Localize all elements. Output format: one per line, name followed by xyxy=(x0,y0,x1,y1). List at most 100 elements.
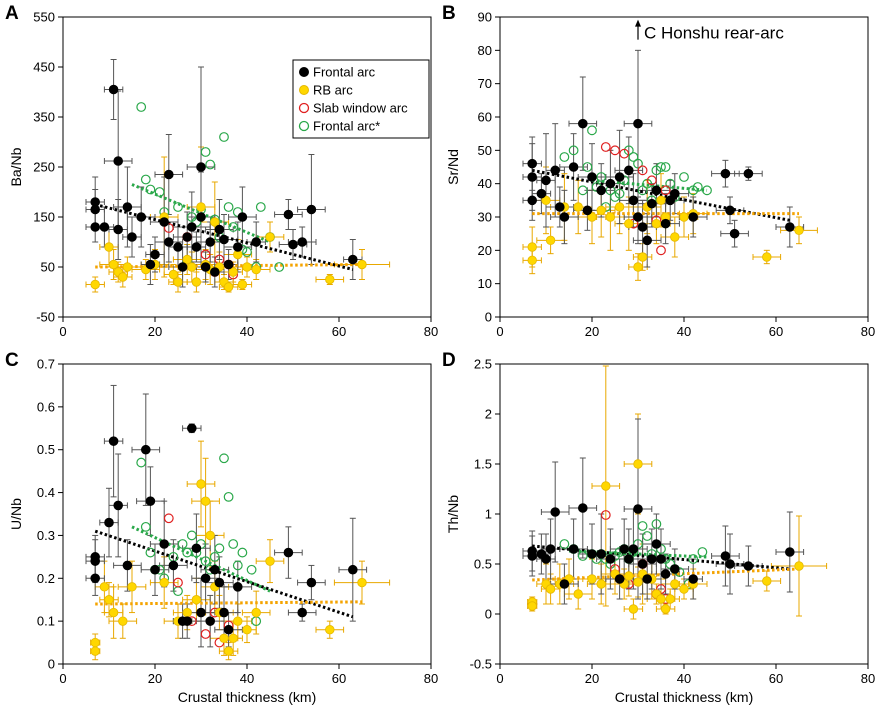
point-rb xyxy=(762,252,772,262)
point-frontal-star xyxy=(173,202,183,212)
point-frontal xyxy=(720,168,731,179)
point-frontal xyxy=(122,202,133,212)
point-rb xyxy=(357,577,367,588)
point-frontal-star xyxy=(228,539,239,549)
point-frontal-star xyxy=(219,132,229,142)
point-frontal xyxy=(223,624,234,635)
legend-marker-frontal-star xyxy=(298,120,310,132)
y-tick-label: -0.5 xyxy=(470,657,492,672)
point-frontal xyxy=(182,616,192,626)
point-frontal xyxy=(614,574,625,584)
trend-line-orange xyxy=(95,263,363,269)
x-tick-label: 60 xyxy=(769,324,783,339)
point-rb xyxy=(251,607,261,618)
x-tick-label: 0 xyxy=(59,324,66,339)
point-rb xyxy=(670,579,680,589)
point-frontal xyxy=(729,228,740,239)
point-frontal xyxy=(596,549,607,559)
point-rb xyxy=(587,212,597,222)
point-rb xyxy=(670,232,680,242)
point-rb xyxy=(545,584,556,594)
point-slab xyxy=(163,223,174,233)
point-rb xyxy=(173,277,183,287)
point-rb xyxy=(665,594,675,604)
point-frontal-star xyxy=(702,185,712,196)
point-slab xyxy=(646,175,657,186)
point-rb xyxy=(605,212,616,222)
point-rb xyxy=(159,577,169,588)
point-frontal-star xyxy=(697,547,708,557)
point-frontal xyxy=(182,232,192,242)
point-frontal xyxy=(559,212,570,222)
point-frontal xyxy=(670,188,680,199)
point-frontal xyxy=(136,212,146,222)
point-rb xyxy=(228,633,238,643)
y-tick-label: 0.4 xyxy=(37,485,55,500)
point-frontal xyxy=(647,554,657,564)
point-frontal xyxy=(223,259,234,270)
point-frontal-star xyxy=(587,125,597,136)
point-frontal xyxy=(113,500,123,511)
point-frontal xyxy=(637,559,648,569)
point-rb xyxy=(122,262,133,272)
x-tick-label: 40 xyxy=(677,671,691,686)
point-rb xyxy=(251,264,261,275)
point-frontal xyxy=(90,204,100,215)
point-rb xyxy=(656,195,666,206)
point-frontal-star xyxy=(559,152,570,162)
point-frontal xyxy=(619,544,630,554)
point-rb xyxy=(660,604,671,614)
point-frontal xyxy=(628,544,639,554)
y-axis-title: Ba/Nb xyxy=(8,147,24,186)
point-frontal xyxy=(90,573,100,584)
point-rb xyxy=(182,254,192,265)
trend-line-black xyxy=(94,203,354,271)
y-axis-title: U/Nb xyxy=(8,498,24,530)
point-frontal xyxy=(550,507,561,517)
y-tick-label: 550 xyxy=(33,10,55,25)
annotation-text: C Honshu rear-arc xyxy=(644,24,784,43)
x-tick-label: 20 xyxy=(585,671,599,686)
point-frontal xyxy=(568,544,579,554)
point-rb xyxy=(633,459,643,469)
point-frontal-star xyxy=(665,178,676,189)
trend-line-black xyxy=(531,168,791,222)
point-frontal xyxy=(219,607,229,618)
trend-line-green xyxy=(131,525,271,593)
x-tick-label: 80 xyxy=(424,671,438,686)
point-frontal xyxy=(541,554,551,564)
y-tick-label: 250 xyxy=(33,160,55,175)
y-tick-label: 0.5 xyxy=(474,557,492,572)
point-rb xyxy=(587,574,597,584)
point-rb xyxy=(108,259,119,270)
point-frontal xyxy=(568,162,579,172)
point-rb xyxy=(210,217,220,227)
point-frontal xyxy=(127,232,137,242)
point-rb xyxy=(90,279,100,290)
point-rb xyxy=(99,582,110,592)
y-tick-label: 0.3 xyxy=(37,528,55,543)
point-frontal xyxy=(578,118,588,129)
point-frontal xyxy=(164,237,174,247)
point-frontal xyxy=(545,544,556,554)
x-tick-label: 0 xyxy=(496,324,503,339)
point-frontal xyxy=(559,579,570,589)
y-tick-label: 0.5 xyxy=(37,442,55,457)
point-rb xyxy=(90,637,100,648)
panel-letter: C xyxy=(5,350,19,371)
point-frontal xyxy=(660,218,671,229)
point-frontal xyxy=(177,262,188,272)
point-frontal-star xyxy=(223,202,234,212)
point-frontal xyxy=(210,564,220,575)
point-frontal xyxy=(660,569,671,579)
point-frontal-star xyxy=(577,185,588,196)
point-slab xyxy=(173,577,183,588)
point-rb xyxy=(651,218,662,229)
point-frontal-star xyxy=(246,564,257,575)
point-frontal xyxy=(642,574,653,584)
point-frontal-star xyxy=(637,521,648,531)
point-frontal-star xyxy=(255,202,266,212)
y-tick-label: 10 xyxy=(478,276,492,291)
y-tick-label: 150 xyxy=(33,210,55,225)
point-frontal xyxy=(164,169,174,180)
